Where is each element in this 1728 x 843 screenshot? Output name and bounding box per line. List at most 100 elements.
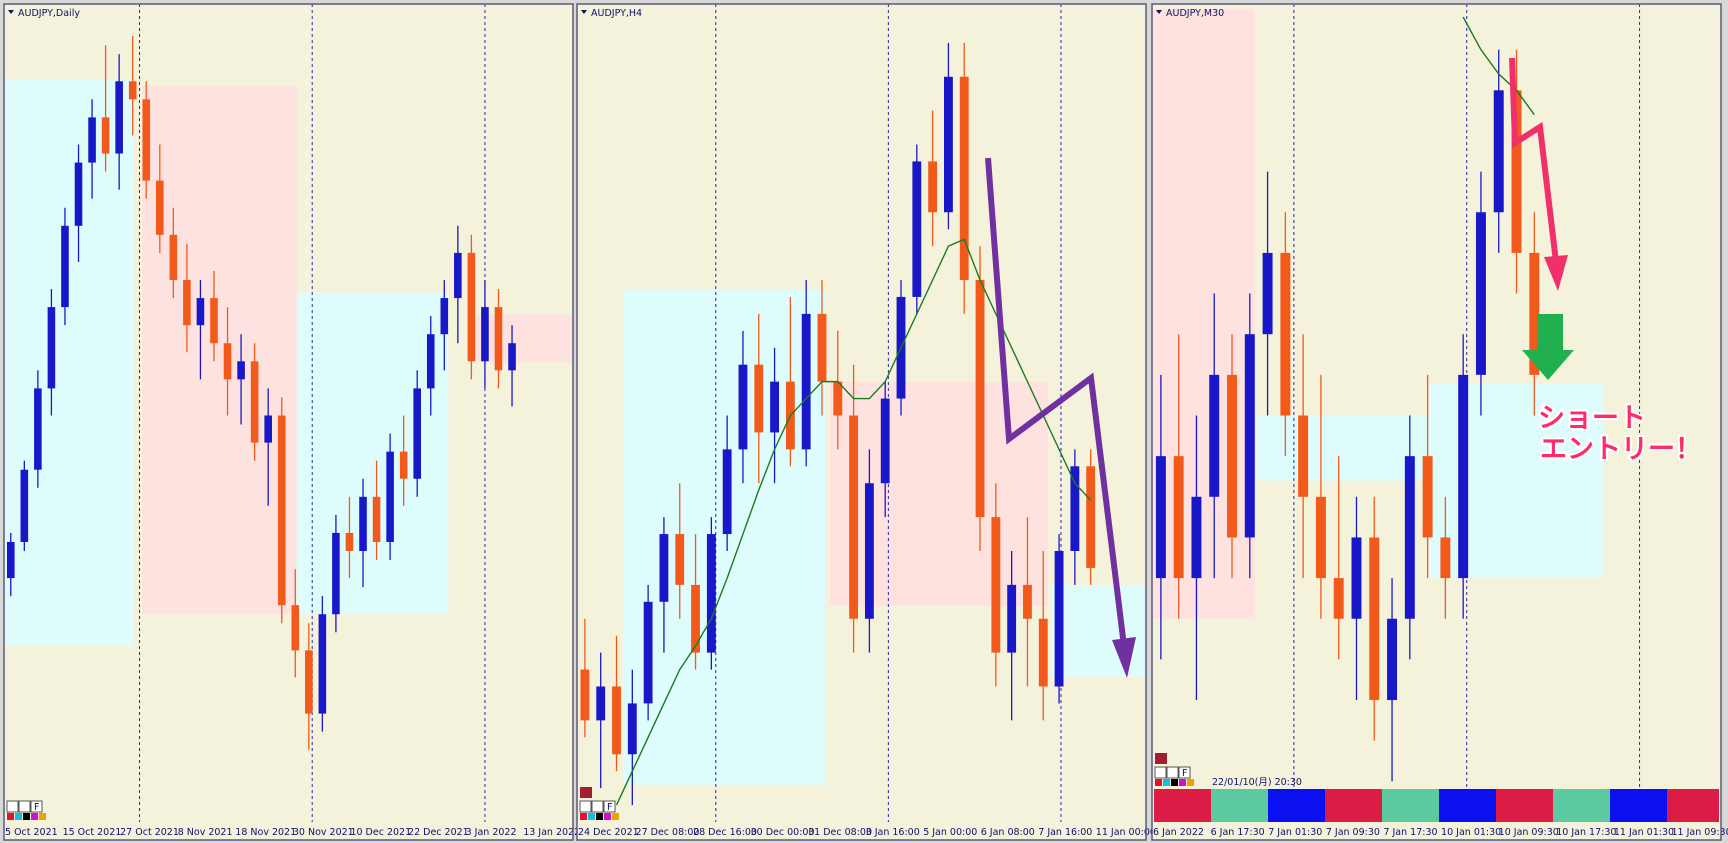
toolbar-label: F	[1182, 768, 1187, 779]
candle-body	[1262, 252, 1273, 335]
candle-body	[596, 686, 606, 721]
x-tick-label: 6 Jan 2022	[1153, 827, 1204, 838]
candle-body	[74, 162, 83, 226]
candle-body	[691, 584, 700, 653]
candle-body	[675, 534, 685, 585]
x-tick-label: 6 Jan 08:00	[981, 827, 1035, 838]
pink-arrow	[1509, 57, 1559, 263]
candle-body	[1173, 456, 1184, 579]
candle-body	[1493, 90, 1504, 213]
candle-body	[864, 483, 874, 619]
candle-body	[372, 496, 381, 542]
color-swatch	[39, 813, 46, 820]
x-tick-label: 6 Jan 17:30	[1211, 827, 1265, 838]
candle-body	[61, 225, 69, 308]
pink-arrowhead	[1544, 255, 1568, 291]
candle-body	[1369, 537, 1380, 701]
candle-body	[142, 99, 151, 181]
toolbar: F	[579, 787, 619, 820]
candle-body	[467, 252, 476, 362]
tool-icon	[1178, 766, 1191, 779]
candle-body	[1070, 466, 1080, 551]
tool-icon	[603, 800, 616, 813]
chart-panel	[4, 4, 573, 822]
candle-body	[20, 469, 29, 542]
candle-body	[612, 686, 621, 755]
candle-body	[128, 81, 137, 100]
x-tick-label: 28 Dec 16:00	[693, 827, 757, 838]
candle-body	[1475, 212, 1486, 375]
x-tick-label: 18 Nov 2021	[235, 827, 296, 838]
candle-body	[101, 117, 110, 154]
candle-body	[880, 398, 890, 484]
candle-body	[1023, 584, 1032, 619]
drawings	[985, 57, 1719, 822]
title-arrow	[8, 10, 14, 14]
candle-body	[1387, 618, 1398, 701]
candle-body	[332, 532, 340, 615]
candle-body	[1440, 537, 1451, 579]
candle-body	[440, 298, 449, 335]
toolbar-label: F	[34, 802, 39, 813]
price-zone	[4, 79, 135, 646]
moving-average	[615, 238, 1092, 806]
x-tick-label: 27 Oct 2021	[120, 827, 179, 838]
chart-panel	[577, 4, 1146, 822]
x-tick-label: 3 Jan 16:00	[866, 827, 920, 838]
timestamp: 22/01/10(月) 20:30	[1212, 777, 1302, 788]
candle-body	[156, 180, 164, 235]
color-swatch	[15, 813, 22, 820]
color-swatch	[23, 813, 30, 820]
minimize-button	[1155, 753, 1167, 764]
title-arrow	[1156, 10, 1162, 14]
candle-body	[359, 496, 367, 551]
candle-body	[508, 343, 516, 371]
candle-body	[196, 298, 205, 326]
candle-body	[1209, 374, 1220, 497]
candle-body	[345, 532, 354, 551]
candle-body	[183, 280, 191, 326]
price-zone	[1256, 415, 1430, 481]
candle-body	[1422, 456, 1433, 538]
candle-body	[659, 534, 669, 602]
chart-panel	[1152, 4, 1721, 822]
chart-title: AUDJPY,H4	[591, 8, 642, 19]
candle-body	[318, 614, 327, 714]
tool-icon	[1166, 766, 1179, 779]
color-swatch	[31, 813, 38, 820]
candle-body	[801, 313, 811, 450]
candle-body	[1404, 456, 1415, 619]
candle-body	[34, 388, 42, 470]
price-zone	[622, 290, 826, 785]
candle-body	[1511, 90, 1522, 253]
candle-body	[426, 334, 435, 389]
title-arrow	[581, 10, 587, 14]
tool-icon	[6, 800, 19, 813]
candle-body	[264, 415, 272, 443]
candle-body	[88, 117, 96, 163]
candle-body	[580, 669, 590, 721]
candle-body	[1227, 374, 1237, 538]
candle-body	[738, 364, 748, 450]
x-tick-label: 11 Jan 00:00	[1096, 827, 1156, 838]
green-down-arrow	[1522, 314, 1574, 380]
tool-icon	[18, 800, 31, 813]
candle-body	[1244, 334, 1255, 538]
price-zone	[475, 314, 573, 363]
x-tick-label: 3 Jan 2022	[466, 827, 517, 838]
x-tick-label: 5 Oct 2021	[5, 827, 58, 838]
color-swatch	[1163, 779, 1170, 786]
date-axis-strip	[1152, 822, 1721, 840]
x-tick-label: 10 Jan 09:30	[1499, 827, 1559, 838]
candle-body	[1298, 415, 1309, 497]
candle-body	[481, 307, 489, 362]
candle-body	[47, 307, 56, 389]
x-tick-label: 30 Dec 00:00	[751, 827, 815, 838]
panel-frame	[1151, 3, 1722, 841]
candle-body	[399, 451, 408, 479]
color-swatch	[1171, 779, 1178, 786]
candle-body	[991, 517, 1001, 653]
x-tick-label: 7 Jan 17:30	[1383, 827, 1437, 838]
candle-body	[1458, 374, 1469, 579]
candle-body	[115, 81, 123, 154]
